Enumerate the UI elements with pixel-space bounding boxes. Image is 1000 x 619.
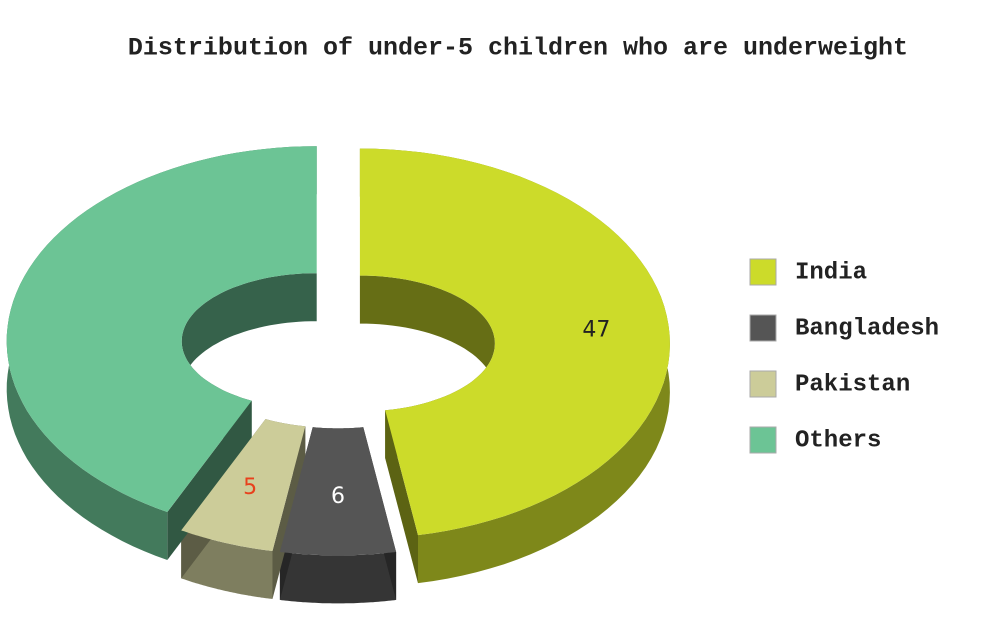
slice-end: [385, 410, 418, 584]
chart-title: Distribution of under-5 children who are…: [128, 34, 908, 63]
slice-end: [167, 400, 252, 561]
slice: [6, 146, 317, 512]
legend-label: Bangladesh: [795, 315, 939, 342]
slice: [359, 148, 670, 536]
legend-label: India: [795, 259, 867, 286]
slice-end: [272, 426, 306, 600]
data-label: 47: [582, 318, 610, 343]
slice-side: [279, 551, 397, 604]
slice: [181, 419, 306, 551]
legend-swatch: [749, 258, 777, 286]
data-label: 5: [243, 475, 257, 500]
slice: [279, 427, 397, 556]
data-label: 6: [331, 484, 345, 509]
legend-label: Pakistan: [795, 371, 910, 398]
legend-swatch: [749, 370, 777, 398]
legend-swatch: [749, 426, 777, 454]
legend-swatch: [749, 314, 777, 342]
legend-label: Others: [795, 427, 881, 454]
